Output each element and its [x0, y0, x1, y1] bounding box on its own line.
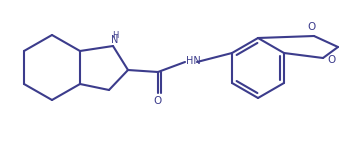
Text: O: O [327, 55, 335, 65]
Text: O: O [154, 96, 162, 106]
Text: HN: HN [186, 56, 201, 66]
Text: N: N [111, 35, 119, 45]
Text: O: O [308, 22, 316, 32]
Text: H: H [112, 31, 118, 40]
